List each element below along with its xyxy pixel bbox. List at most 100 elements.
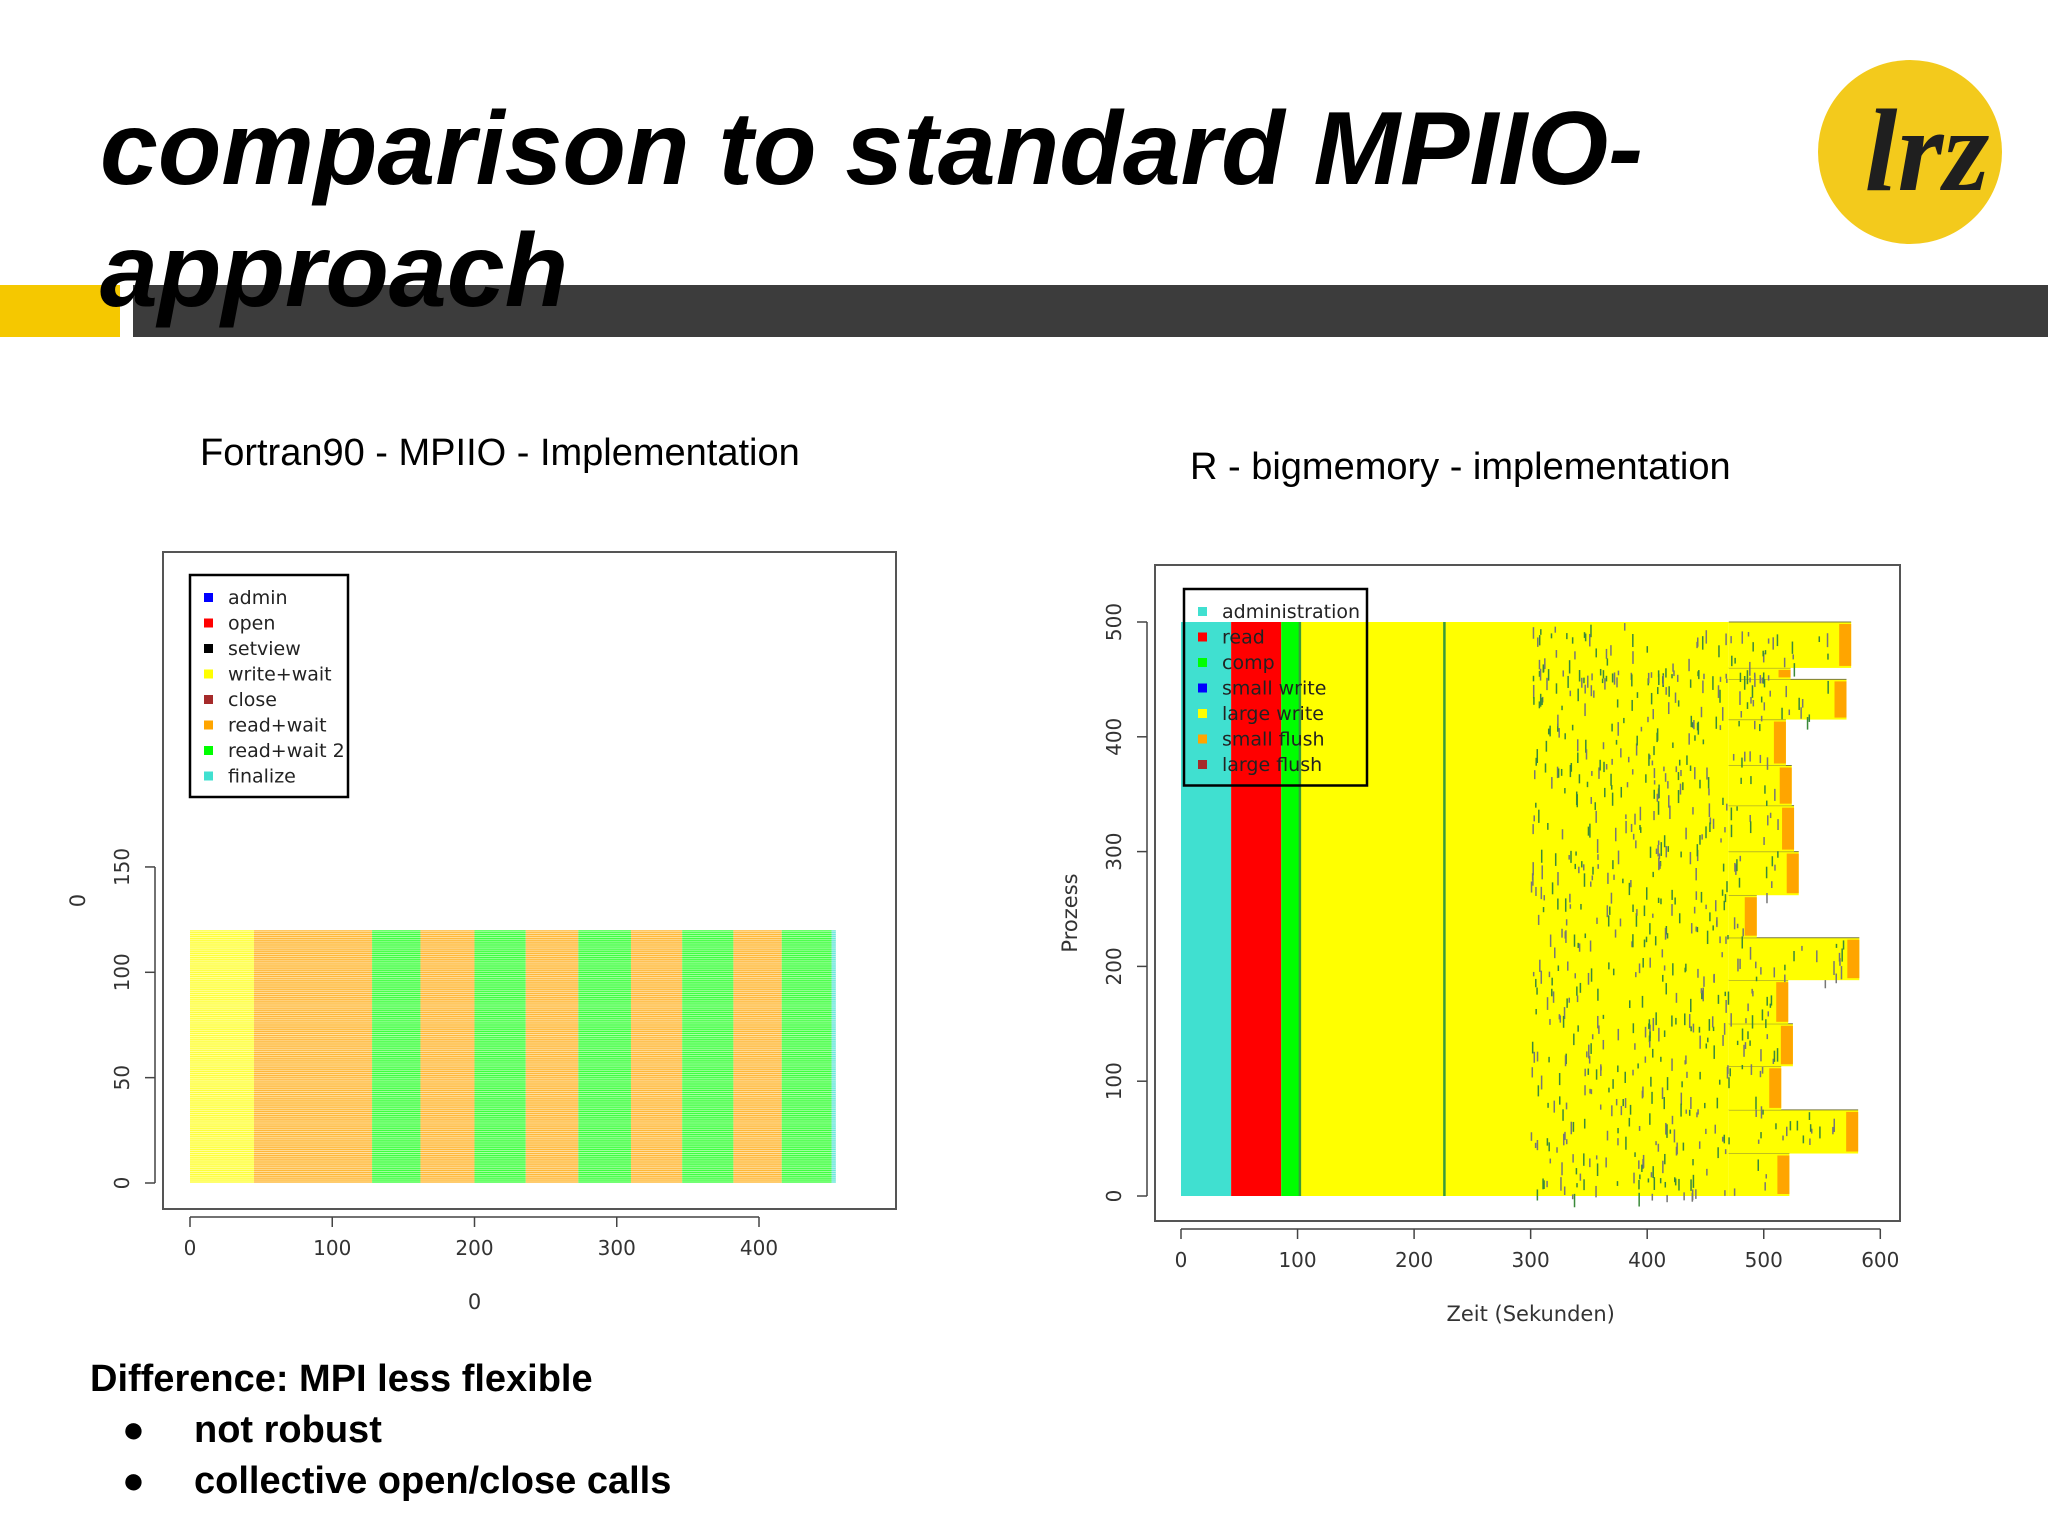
left-y-tick-label: 150 xyxy=(110,848,134,886)
right-y-tick-label: 300 xyxy=(1102,833,1126,871)
left-legend-label: close xyxy=(228,689,277,711)
process-group-flush xyxy=(1744,897,1757,936)
left-legend-swatch xyxy=(204,669,213,679)
left-legend-label: read+wait xyxy=(228,715,327,737)
logo-text: lrz xyxy=(1865,85,1990,216)
process-row-lines xyxy=(190,930,836,1183)
left-legend-label: finalize xyxy=(228,766,296,788)
right-legend-label: large flush xyxy=(1222,754,1322,776)
left-x-tick-label: 100 xyxy=(313,1236,351,1260)
process-group-flush xyxy=(1846,1111,1859,1152)
logo-circle xyxy=(1818,60,2002,244)
process-group-write xyxy=(1728,679,1847,720)
right-legend-label: administration xyxy=(1222,601,1360,623)
right-x-tick-label: 100 xyxy=(1278,1248,1316,1272)
right-x-axis-title: Zeit (Sekunden) xyxy=(1446,1302,1614,1326)
process-group-flush xyxy=(1834,681,1847,718)
right-legend-swatch xyxy=(1198,607,1207,616)
gantt-segments xyxy=(190,930,836,1183)
bullet-item: ● not robust xyxy=(90,1409,671,1452)
left-legend-swatch xyxy=(204,720,213,730)
segment-read-wait-2 xyxy=(372,930,421,1183)
left-legend-swatch xyxy=(204,746,213,755)
slide-title: comparison to standard MPIIO-approach xyxy=(100,91,1643,329)
bullet-text: collective open/close calls xyxy=(194,1460,672,1502)
process-group-flush xyxy=(1782,807,1795,850)
left-y-tick-label: 100 xyxy=(110,953,134,991)
right-y-tick-label: 200 xyxy=(1102,947,1126,985)
phase-comp xyxy=(1281,622,1300,1196)
left-x-tick-label: 200 xyxy=(455,1236,493,1260)
right-legend-swatch xyxy=(1198,683,1207,693)
process-group-flush xyxy=(1786,853,1799,894)
right-legend-swatch xyxy=(1198,658,1207,667)
phase-read xyxy=(1231,622,1282,1196)
left-legend-swatch xyxy=(204,644,213,653)
right-legend-box xyxy=(1182,587,1369,787)
fortran-mpiio-chart: 0 100 200 300 400 0 50 100 150 0 0 admin open setview… xyxy=(66,551,897,1314)
right-legend-swatch xyxy=(1198,760,1207,769)
segment-read-wait-2 xyxy=(682,930,734,1183)
right-x-tick-label: 400 xyxy=(1628,1248,1666,1272)
left-legend-swatch xyxy=(204,618,213,628)
left-plot-frame xyxy=(162,551,897,1210)
segment-read-wait xyxy=(630,930,683,1183)
right-legend-swatch xyxy=(1198,632,1207,642)
accent-bar-dark xyxy=(133,285,2048,337)
process-group-flush xyxy=(1780,1025,1793,1065)
left-y-tick-label: 50 xyxy=(110,1065,134,1090)
segment-finalize xyxy=(831,930,836,1183)
right-x-tick-label: 300 xyxy=(1512,1248,1550,1272)
right-x-tick-label: 500 xyxy=(1745,1248,1783,1272)
segment-read-wait-2 xyxy=(578,930,631,1183)
bullet-item: ● collective open/close calls xyxy=(90,1460,671,1503)
right-y-tick-label: 100 xyxy=(1102,1062,1126,1100)
left-legend-label: setview xyxy=(228,638,301,660)
left-y-tick-label: 0 xyxy=(110,1177,134,1190)
right-legend-label: small write xyxy=(1222,678,1326,700)
process-group-flush xyxy=(1773,721,1786,764)
left-x-tick-label: 0 xyxy=(184,1236,197,1260)
segment-read-wait-2 xyxy=(781,930,832,1183)
right-legend-label: read xyxy=(1222,627,1265,649)
process-group-flush xyxy=(1777,1155,1790,1194)
phase-large-write xyxy=(1299,622,1729,1196)
difference-heading: Difference: MPI less flexible xyxy=(90,1358,593,1400)
right-y-tick-label: 0 xyxy=(1102,1190,1126,1203)
process-group-flush xyxy=(1847,939,1860,979)
write-speckles xyxy=(1530,623,1845,1208)
r-bigmemory-chart: 0 100 200 300 400 500 600 0 100 200 300 400 500 Zeit … xyxy=(1058,564,1901,1326)
right-panel-title: R - bigmemory - implementation xyxy=(1190,446,1731,488)
left-legend-label: write+wait xyxy=(228,664,332,686)
bullet-text: not robust xyxy=(194,1409,382,1451)
bullet-dot: ● xyxy=(122,1460,145,1502)
left-y-axis-title: 0 xyxy=(66,894,90,907)
segment-read-wait xyxy=(420,930,475,1183)
left-x-tick-label: 400 xyxy=(740,1236,778,1260)
left-legend-swatch xyxy=(204,695,213,704)
right-y-axis-title: Prozess xyxy=(1058,873,1082,952)
left-legend-label: open xyxy=(228,613,275,635)
process-group-write xyxy=(1728,667,1791,680)
left-x-axis-title: 0 xyxy=(468,1290,481,1314)
right-legend-label: small flush xyxy=(1222,729,1325,751)
right-x-tick-label: 200 xyxy=(1395,1248,1433,1272)
right-x-tick-label: 0 xyxy=(1175,1248,1188,1272)
right-y-tick-label: 500 xyxy=(1102,603,1126,641)
process-group-flush xyxy=(1769,1068,1782,1108)
right-plot-frame xyxy=(1154,564,1901,1222)
segment-read-wait xyxy=(733,930,782,1183)
process-group-write xyxy=(1728,622,1852,668)
gantt-phases xyxy=(1181,621,1860,1196)
left-legend-swatch xyxy=(204,593,213,602)
bullet-dot: ● xyxy=(122,1409,145,1451)
left-legend-box xyxy=(188,573,350,799)
segment-write-wait xyxy=(190,930,255,1183)
left-legend-swatch xyxy=(204,771,213,781)
segment-read-wait xyxy=(254,930,373,1183)
segment-read-wait-2 xyxy=(474,930,526,1183)
process-group-flush xyxy=(1839,624,1852,666)
accent-bar-yellow xyxy=(0,285,120,337)
segment-read-wait xyxy=(525,930,579,1183)
left-legend-label: read+wait 2 xyxy=(228,740,345,762)
